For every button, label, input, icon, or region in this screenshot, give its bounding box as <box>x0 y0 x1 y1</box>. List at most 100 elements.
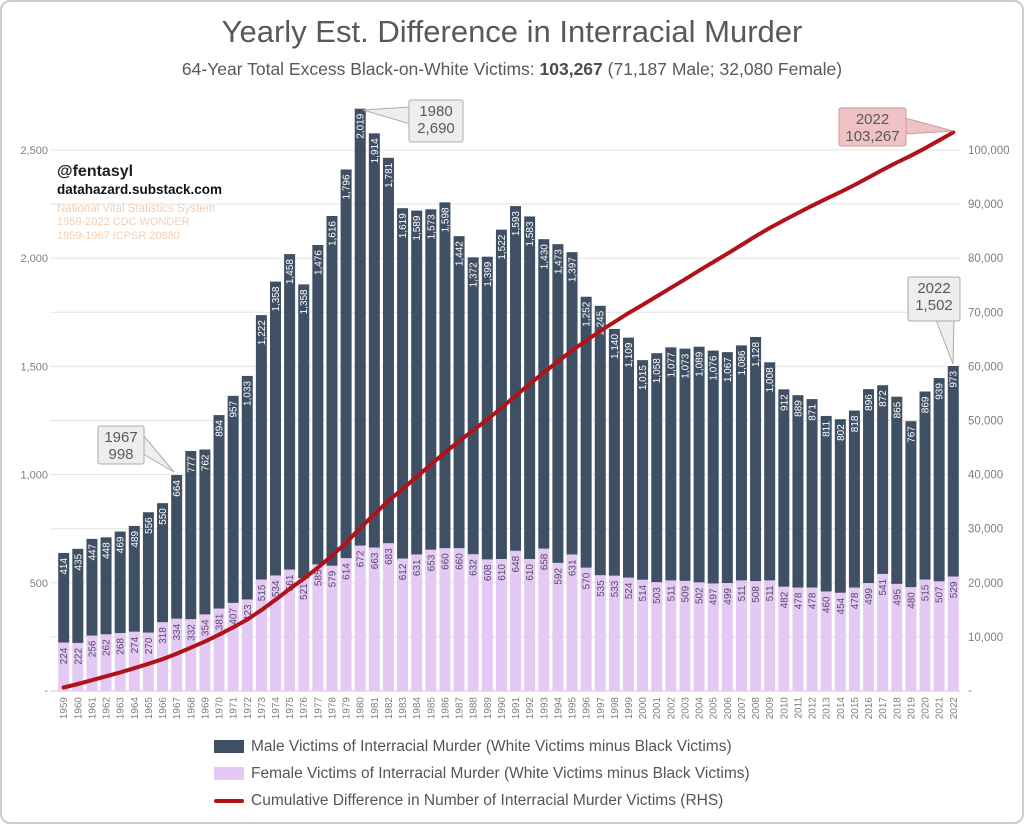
year-label: 2010 <box>779 697 790 720</box>
female-value-label: 478 <box>793 592 804 609</box>
male-value-label: 435 <box>73 553 84 570</box>
female-value-label: 610 <box>525 564 536 581</box>
bar-female-1975 <box>284 569 296 691</box>
bar-female-1998 <box>608 575 620 691</box>
male-value-label: 1,358 <box>271 286 282 311</box>
male-value-label: 414 <box>59 558 70 575</box>
female-value-label: 478 <box>808 592 819 609</box>
male-value-label: 1,076 <box>709 355 720 380</box>
male-value-label: 1,583 <box>525 221 536 246</box>
female-value-label: 529 <box>949 581 960 598</box>
male-value-label: 889 <box>793 400 804 417</box>
watermark-source-line: 1959-2022 CDC WONDER <box>57 216 190 229</box>
subtitle-total: 103,267 <box>539 59 603 79</box>
bar-female-1971 <box>227 602 239 691</box>
female-value-label: 332 <box>186 624 197 641</box>
bar-female-2009 <box>764 580 776 691</box>
bar-female-1995 <box>566 554 578 691</box>
female-value-label: 222 <box>73 648 84 665</box>
male-value-label: 447 <box>87 543 98 560</box>
female-value-label: 256 <box>87 640 98 657</box>
right-axis-tick: - <box>968 685 972 697</box>
male-value-label: 1,589 <box>412 215 423 240</box>
bar-female-1987 <box>453 548 465 691</box>
male-value-label: 869 <box>921 396 932 413</box>
year-label: 1959 <box>59 697 70 720</box>
female-value-label: 541 <box>878 578 889 595</box>
year-label: 2003 <box>680 697 691 720</box>
year-label: 1995 <box>568 697 579 720</box>
male-value-label: 973 <box>949 371 960 388</box>
bar-male-1966 <box>157 503 169 623</box>
year-label: 1997 <box>596 697 607 720</box>
bar-female-2019 <box>905 587 917 691</box>
bar-male-1994 <box>552 244 564 563</box>
bar-male-1990 <box>495 229 507 559</box>
year-label: 1985 <box>426 697 437 720</box>
bar-female-1968 <box>185 619 197 691</box>
right-axis-tick: 50,000 <box>968 416 1003 428</box>
male-value-label: 1,222 <box>257 320 268 345</box>
male-value-label: 939 <box>935 383 946 400</box>
bar-male-1986 <box>439 202 451 549</box>
female-value-label: 524 <box>624 582 635 599</box>
female-value-label: 482 <box>779 591 790 608</box>
right-axis-tick: 60,000 <box>968 361 1003 373</box>
year-label: 2020 <box>921 697 932 720</box>
male-value-label: 1,008 <box>765 367 776 392</box>
bar-male-1989 <box>481 256 493 560</box>
female-value-label: 672 <box>356 550 367 567</box>
bar-male-2019 <box>905 421 917 588</box>
female-value-label: 514 <box>638 584 649 601</box>
bar-female-1970 <box>213 608 225 691</box>
bar-male-1993 <box>538 239 550 549</box>
year-label: 2007 <box>737 697 748 720</box>
year-label: 2015 <box>850 697 861 720</box>
male-value-label: 767 <box>906 426 917 443</box>
male-value-label: 1,245 <box>596 310 607 335</box>
watermark-handle: @fentasyl <box>57 163 134 180</box>
bar-female-1960 <box>72 642 84 691</box>
male-value-label: 1,073 <box>680 353 691 378</box>
year-label: 1966 <box>158 697 169 720</box>
left-axis-tick: 2,000 <box>20 253 48 265</box>
annotation-box <box>408 99 464 143</box>
bar-female-1996 <box>580 567 592 691</box>
bar-male-2017 <box>877 385 889 574</box>
year-label: 1984 <box>412 697 423 720</box>
bar-male-1984 <box>411 210 423 555</box>
bar-male-2001 <box>651 353 663 583</box>
year-label: 1989 <box>483 697 494 720</box>
year-label: 2012 <box>808 697 819 720</box>
male-value-label: 1,458 <box>285 259 296 284</box>
year-label: 1981 <box>370 697 381 720</box>
female-value-label: 407 <box>229 607 240 624</box>
female-value-label: 509 <box>680 585 691 602</box>
year-label: 1992 <box>525 697 536 720</box>
female-value-label: 511 <box>765 585 776 601</box>
bar-male-1995 <box>566 252 578 555</box>
bar-female-1978 <box>326 565 338 691</box>
year-label: 1996 <box>582 697 593 720</box>
female-value-label: 268 <box>116 638 127 655</box>
male-series-swatch <box>214 740 244 753</box>
chart-subtitle: 64-Year Total Excess Black-on-White Vict… <box>2 59 1022 80</box>
year-label: 2014 <box>836 697 847 720</box>
male-value-label: 1,109 <box>624 342 635 367</box>
female-value-label: 660 <box>440 553 451 570</box>
year-label: 1974 <box>271 697 282 720</box>
bar-male-2022 <box>947 365 959 577</box>
year-axis-labels: 1959 1960 1961 1962 1963 1964 1965 1966 1967 1968… <box>59 697 960 720</box>
year-label: 2016 <box>864 697 875 720</box>
male-value-label: 1,397 <box>568 257 579 282</box>
axis-ticks: - 500 1,000 1,500 2,000 2,500 - 10,000 20,000 30,… <box>20 145 1009 697</box>
bar-male-1965 <box>142 512 154 633</box>
male-value-label: 1,140 <box>610 334 621 359</box>
bar-male-1983 <box>397 208 409 559</box>
year-label: 1983 <box>398 697 409 720</box>
male-value-label: 1,358 <box>299 289 310 314</box>
bar-male-1969 <box>199 449 211 615</box>
bar-female-2003 <box>679 580 691 691</box>
